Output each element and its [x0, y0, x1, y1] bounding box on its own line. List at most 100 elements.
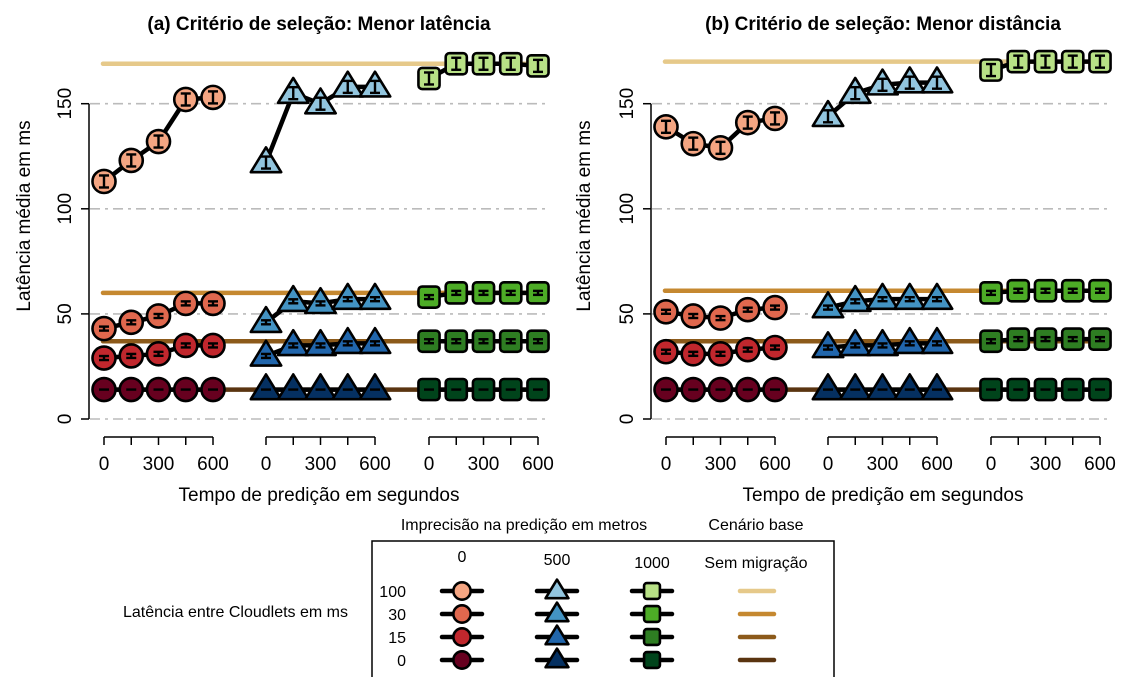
series-500-0	[249, 373, 392, 401]
x-tick-label: 300	[305, 454, 337, 475]
panel-a-y-axis: 0 50 100 150	[55, 88, 90, 425]
error-bar	[315, 300, 326, 307]
point	[331, 373, 365, 401]
legend-marker	[642, 581, 662, 601]
error-bar	[877, 295, 888, 303]
series-500-15	[811, 326, 954, 359]
error-bar	[1095, 335, 1105, 343]
error-bar	[261, 155, 271, 170]
series-1000-100	[417, 51, 550, 91]
legend-key-square-15	[629, 627, 675, 647]
legend-key-circle-30	[439, 604, 485, 624]
panel-b-x-label: Tempo de predição em segundos	[743, 485, 1024, 506]
error-bar	[342, 340, 353, 347]
legend-baseline-column-label: Sem migração	[704, 555, 807, 572]
legend-marker	[452, 604, 472, 624]
legend-key-triangle-15	[534, 624, 580, 646]
error-bar	[126, 352, 137, 360]
y-tick-label-0: 0	[55, 414, 76, 425]
error-bar	[823, 109, 833, 124]
series-0-30	[91, 290, 226, 342]
point	[304, 373, 337, 401]
x-tick-label: 300	[1030, 454, 1062, 475]
error-bar	[451, 56, 462, 71]
x-tick-label: 600	[921, 454, 953, 475]
error-bar	[1040, 287, 1051, 294]
error-bar	[688, 350, 699, 358]
legend-key-square-100	[629, 581, 675, 601]
error-bar	[370, 295, 380, 303]
series-1000-15	[417, 329, 550, 354]
legend-marker	[544, 578, 570, 600]
error-bar	[315, 342, 326, 349]
error-bar	[932, 295, 942, 303]
error-bar	[208, 300, 218, 307]
error-bar	[715, 140, 726, 156]
x-tick-label: 600	[522, 454, 554, 475]
panel-b-title: (b) Critério de seleção: Menor distância	[705, 14, 1061, 35]
error-bar	[261, 319, 271, 326]
error-bar	[1013, 335, 1024, 343]
error-bar	[208, 342, 218, 349]
error-bar	[99, 354, 109, 362]
error-bar	[505, 289, 516, 297]
x-tick-label: 300	[705, 454, 737, 475]
panel-b-series	[653, 49, 1112, 403]
error-bar	[505, 338, 516, 345]
x-tick-label: 0	[424, 454, 435, 475]
legend-items: 0 500 1000 Sem migração 100 30 15 0	[379, 549, 807, 670]
x-tick-label: 300	[143, 454, 175, 475]
error-bar	[770, 304, 780, 311]
y-tick-label-100: 100	[617, 193, 638, 225]
error-bar	[904, 295, 915, 303]
x-tick-label: 300	[468, 454, 500, 475]
series-0-15	[91, 332, 226, 371]
legend-row-label: 30	[388, 607, 406, 624]
error-bar	[99, 325, 109, 332]
error-bar	[715, 350, 726, 358]
error-bar	[153, 134, 164, 149]
error-bar	[877, 77, 888, 92]
error-bar	[288, 342, 299, 349]
error-bar	[986, 62, 996, 78]
y-tick-label-100: 100	[55, 193, 76, 225]
error-bar	[986, 338, 996, 345]
error-bar	[180, 92, 191, 107]
legend-marker	[642, 604, 662, 624]
series-0-100	[91, 84, 226, 195]
error-bar	[742, 115, 753, 130]
series-0-0	[91, 376, 226, 403]
error-bar	[451, 289, 462, 297]
error-bar	[932, 75, 942, 90]
point	[920, 373, 954, 401]
legend: Imprecisão na predição em metros Cenário…	[123, 517, 835, 677]
error-bar	[1067, 287, 1078, 294]
panel-a-title: (a) Critério de seleção: Menor latência	[147, 14, 491, 35]
error-bar	[342, 79, 353, 95]
series-1000-15	[979, 327, 1112, 354]
x-tick-label: 600	[759, 454, 791, 475]
error-bar	[424, 71, 434, 86]
legend-row-title: Latência entre Cloudlets em ms	[123, 604, 348, 621]
y-tick-label-50: 50	[55, 303, 76, 324]
legend-key-square-30	[629, 604, 675, 624]
error-bar	[770, 344, 780, 351]
error-bar	[533, 58, 543, 74]
legend-box	[371, 540, 835, 677]
error-bar	[153, 312, 164, 320]
legend-marker	[452, 650, 472, 670]
series-500-30	[811, 282, 954, 319]
legend-key-circle-100	[439, 581, 485, 601]
error-bar	[315, 96, 326, 111]
legend-marker	[544, 624, 570, 646]
panel-a: (a) Critério de seleção: Menor latência …	[14, 14, 554, 506]
error-bar	[688, 312, 699, 320]
legend-column-label: 500	[544, 552, 571, 569]
legend-key-circle-15	[439, 627, 485, 647]
x-tick-label: 0	[261, 454, 272, 475]
error-bar	[478, 289, 489, 297]
series-1000-0	[979, 377, 1112, 402]
x-tick-label: 0	[99, 454, 110, 475]
legend-marker	[544, 601, 570, 623]
